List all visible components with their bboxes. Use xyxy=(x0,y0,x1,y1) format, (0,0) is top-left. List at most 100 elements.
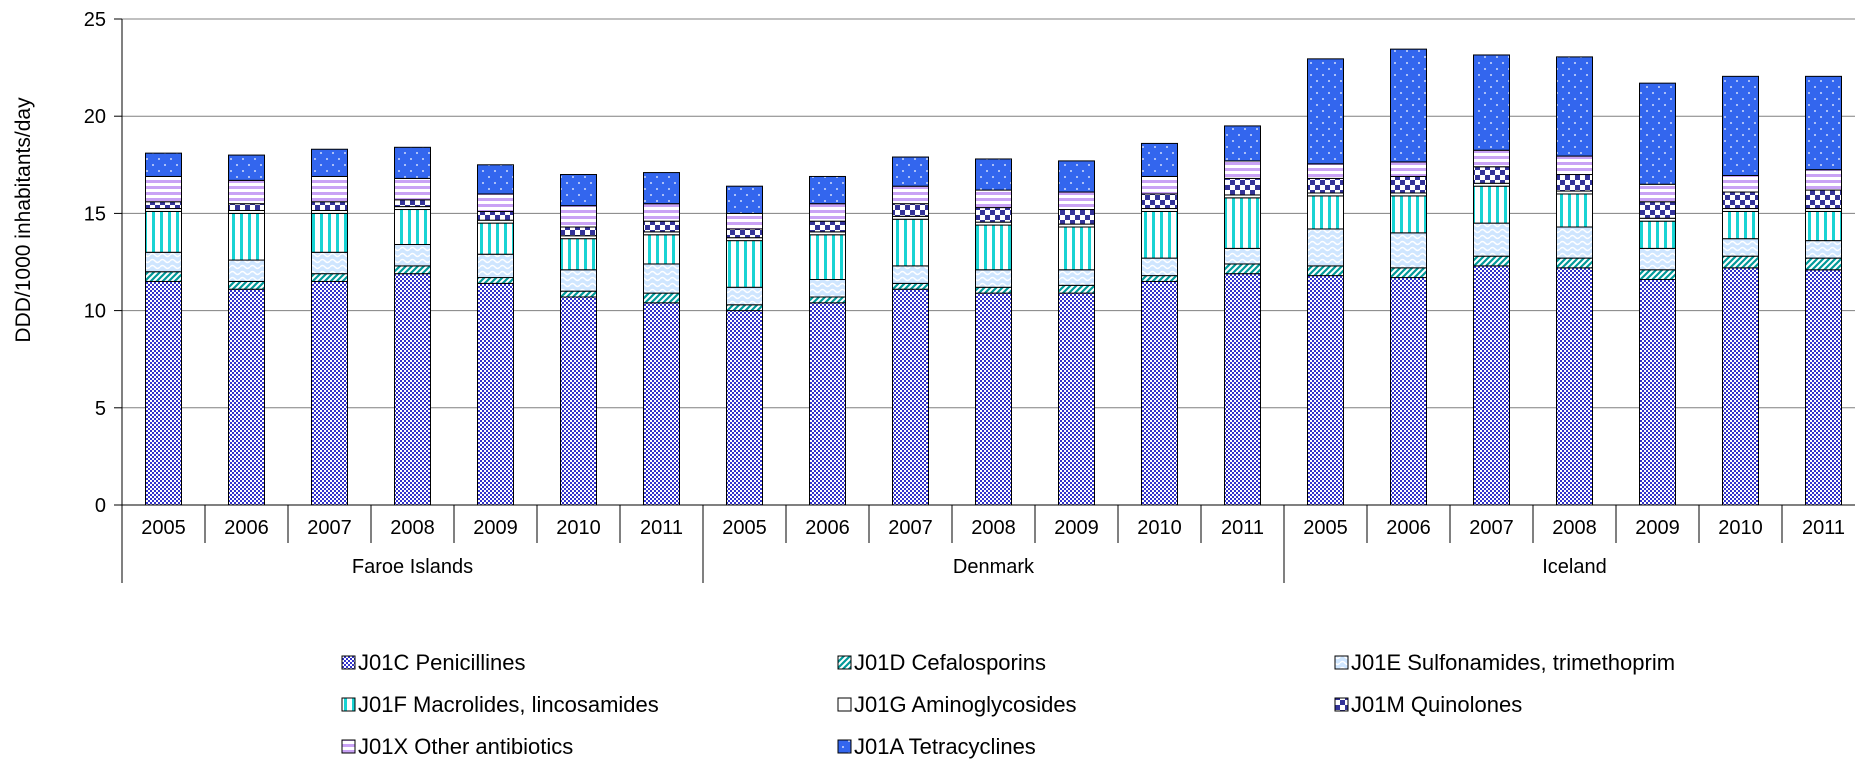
bar-segment xyxy=(560,205,597,228)
y-tick-label: 0 xyxy=(95,495,106,517)
legend-swatch xyxy=(837,697,852,712)
bar-segment xyxy=(311,251,348,275)
bar-segment xyxy=(1473,255,1510,267)
x-tick-label: 2008 xyxy=(971,517,1016,539)
bar-segment xyxy=(1473,54,1510,151)
y-tick-label: 15 xyxy=(84,203,106,225)
bar-segment xyxy=(1639,82,1676,185)
bar-segment xyxy=(1058,191,1095,211)
bar-stack xyxy=(975,158,1012,506)
y-axis-title: DDD/1000 inhabitants/day xyxy=(12,97,35,343)
bar-segment xyxy=(726,240,763,288)
bar-segment xyxy=(1722,267,1759,506)
bar-segment xyxy=(975,292,1012,506)
bar-segment xyxy=(1722,210,1759,240)
x-tick-label: 2007 xyxy=(307,517,352,539)
legend-item: J01D Cefalosporins xyxy=(837,650,1046,675)
bar-segment xyxy=(726,310,763,506)
bar-stack xyxy=(1224,125,1261,506)
legend-label: J01E Sulfonamides, trimethoprim xyxy=(1351,650,1675,675)
bar-stack xyxy=(477,164,514,506)
bar-segment xyxy=(1141,280,1178,506)
legend-label: J01G Aminoglycosides xyxy=(854,692,1077,717)
bar-segment xyxy=(1224,177,1261,196)
x-tick-label: 2007 xyxy=(888,517,933,539)
bar-segment xyxy=(145,152,182,177)
bar-stack xyxy=(1722,75,1759,506)
bar-segment xyxy=(560,290,597,298)
legend-label: J01D Cefalosporins xyxy=(854,650,1046,675)
x-group-label: Faroe Islands xyxy=(352,556,473,578)
bar-segment xyxy=(228,259,265,282)
bar-segment xyxy=(477,222,514,255)
bar-segment xyxy=(394,273,431,506)
bar-segment xyxy=(394,199,431,208)
bar-segment xyxy=(560,174,597,207)
bar-segment xyxy=(1473,222,1510,257)
bar-segment xyxy=(1307,195,1344,230)
bar-segment xyxy=(477,277,514,284)
bar-segment xyxy=(892,185,929,205)
bar-stack xyxy=(809,175,846,506)
bar-segment xyxy=(643,302,680,506)
bar-segment xyxy=(1307,177,1344,194)
bar-segment xyxy=(1556,174,1593,192)
bar-segment xyxy=(726,304,763,312)
bar-segment xyxy=(643,172,680,205)
legend-swatch xyxy=(1334,655,1349,670)
bar-segment xyxy=(1722,191,1759,210)
x-tick-label: 2006 xyxy=(224,517,269,539)
bar-segment xyxy=(1058,209,1095,225)
bar-segment xyxy=(1224,125,1261,162)
bar-stack xyxy=(726,185,763,506)
bar-segment xyxy=(1556,56,1593,157)
bar-stack xyxy=(560,174,597,506)
bar-stack xyxy=(643,172,680,506)
bar-segment xyxy=(1141,257,1178,277)
bar-segment xyxy=(892,156,929,187)
bar-segment xyxy=(1722,255,1759,269)
bar-segment xyxy=(1473,149,1510,168)
bar-stack xyxy=(1141,142,1178,506)
bar-segment xyxy=(1805,210,1842,242)
x-tick-label: 2008 xyxy=(1552,517,1597,539)
bar-segment xyxy=(1805,189,1842,210)
bar-segment xyxy=(311,273,348,282)
legend-item: J01E Sulfonamides, trimethoprim xyxy=(1334,650,1675,675)
bar-segment xyxy=(1639,183,1676,203)
x-tick-label: 2007 xyxy=(1469,517,1514,539)
bar-segment xyxy=(228,154,265,181)
bar-segment xyxy=(228,288,265,506)
bar-segment xyxy=(1141,142,1178,177)
x-tick-label: 2010 xyxy=(1718,517,1763,539)
bar-segment xyxy=(1307,228,1344,267)
bar-segment xyxy=(560,269,597,292)
bar-segment xyxy=(560,296,597,506)
bar-segment xyxy=(1722,174,1759,193)
bar-segment xyxy=(975,224,1012,271)
x-tick-label: 2011 xyxy=(1221,517,1264,539)
bar-segment xyxy=(892,203,929,217)
bar-segment xyxy=(394,265,431,275)
bar-segment xyxy=(1556,267,1593,506)
bar-segment xyxy=(1390,195,1427,234)
bar-segment xyxy=(477,282,514,506)
bar-segment xyxy=(726,286,763,306)
y-tick-label: 25 xyxy=(84,9,106,31)
bar-segment xyxy=(1141,175,1178,195)
bar-segment xyxy=(643,234,680,265)
bar-segment xyxy=(1390,232,1427,269)
bar-stack xyxy=(394,146,431,506)
bar-stacks xyxy=(145,48,1842,506)
bar-segment xyxy=(892,282,929,290)
bar-segment xyxy=(726,212,763,230)
bar-segment xyxy=(975,286,1012,294)
bar-segment xyxy=(975,207,1012,223)
bar-segment xyxy=(477,210,514,221)
x-tick-label: 2009 xyxy=(473,517,518,539)
bar-segment xyxy=(1805,169,1842,191)
x-tick-label: 2011 xyxy=(1802,517,1845,539)
y-tick-label: 5 xyxy=(95,398,106,420)
bar-segment xyxy=(809,296,846,304)
bar-stack xyxy=(1805,75,1842,506)
